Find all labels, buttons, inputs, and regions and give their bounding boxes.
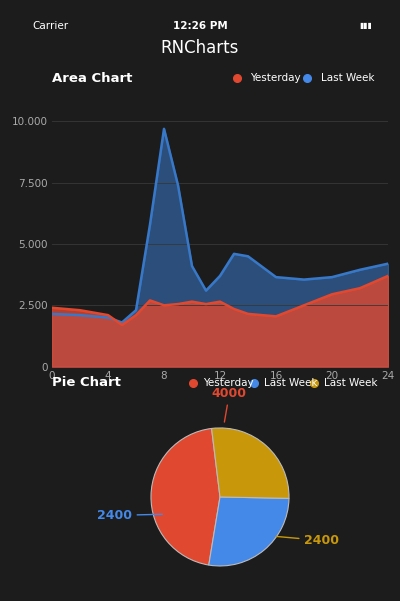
Text: 4000: 4000 [212,386,247,422]
Wedge shape [212,428,289,498]
Wedge shape [151,429,220,565]
Text: Area Chart: Area Chart [52,72,132,85]
Text: Yesterday: Yesterday [250,73,301,84]
Text: ▮▮▮: ▮▮▮ [359,21,372,30]
Text: 2400: 2400 [97,509,162,522]
Text: Yesterday: Yesterday [203,378,254,388]
Text: Carrier: Carrier [32,21,68,31]
Text: Last Week: Last Week [264,378,317,388]
Text: Pie Chart: Pie Chart [52,376,121,389]
Text: 2400: 2400 [276,534,340,547]
Text: RNCharts: RNCharts [161,39,239,57]
Text: 12:26 PM: 12:26 PM [173,21,227,31]
Wedge shape [209,497,289,566]
Text: Last Week: Last Week [324,378,378,388]
Text: Last Week: Last Week [321,73,374,84]
